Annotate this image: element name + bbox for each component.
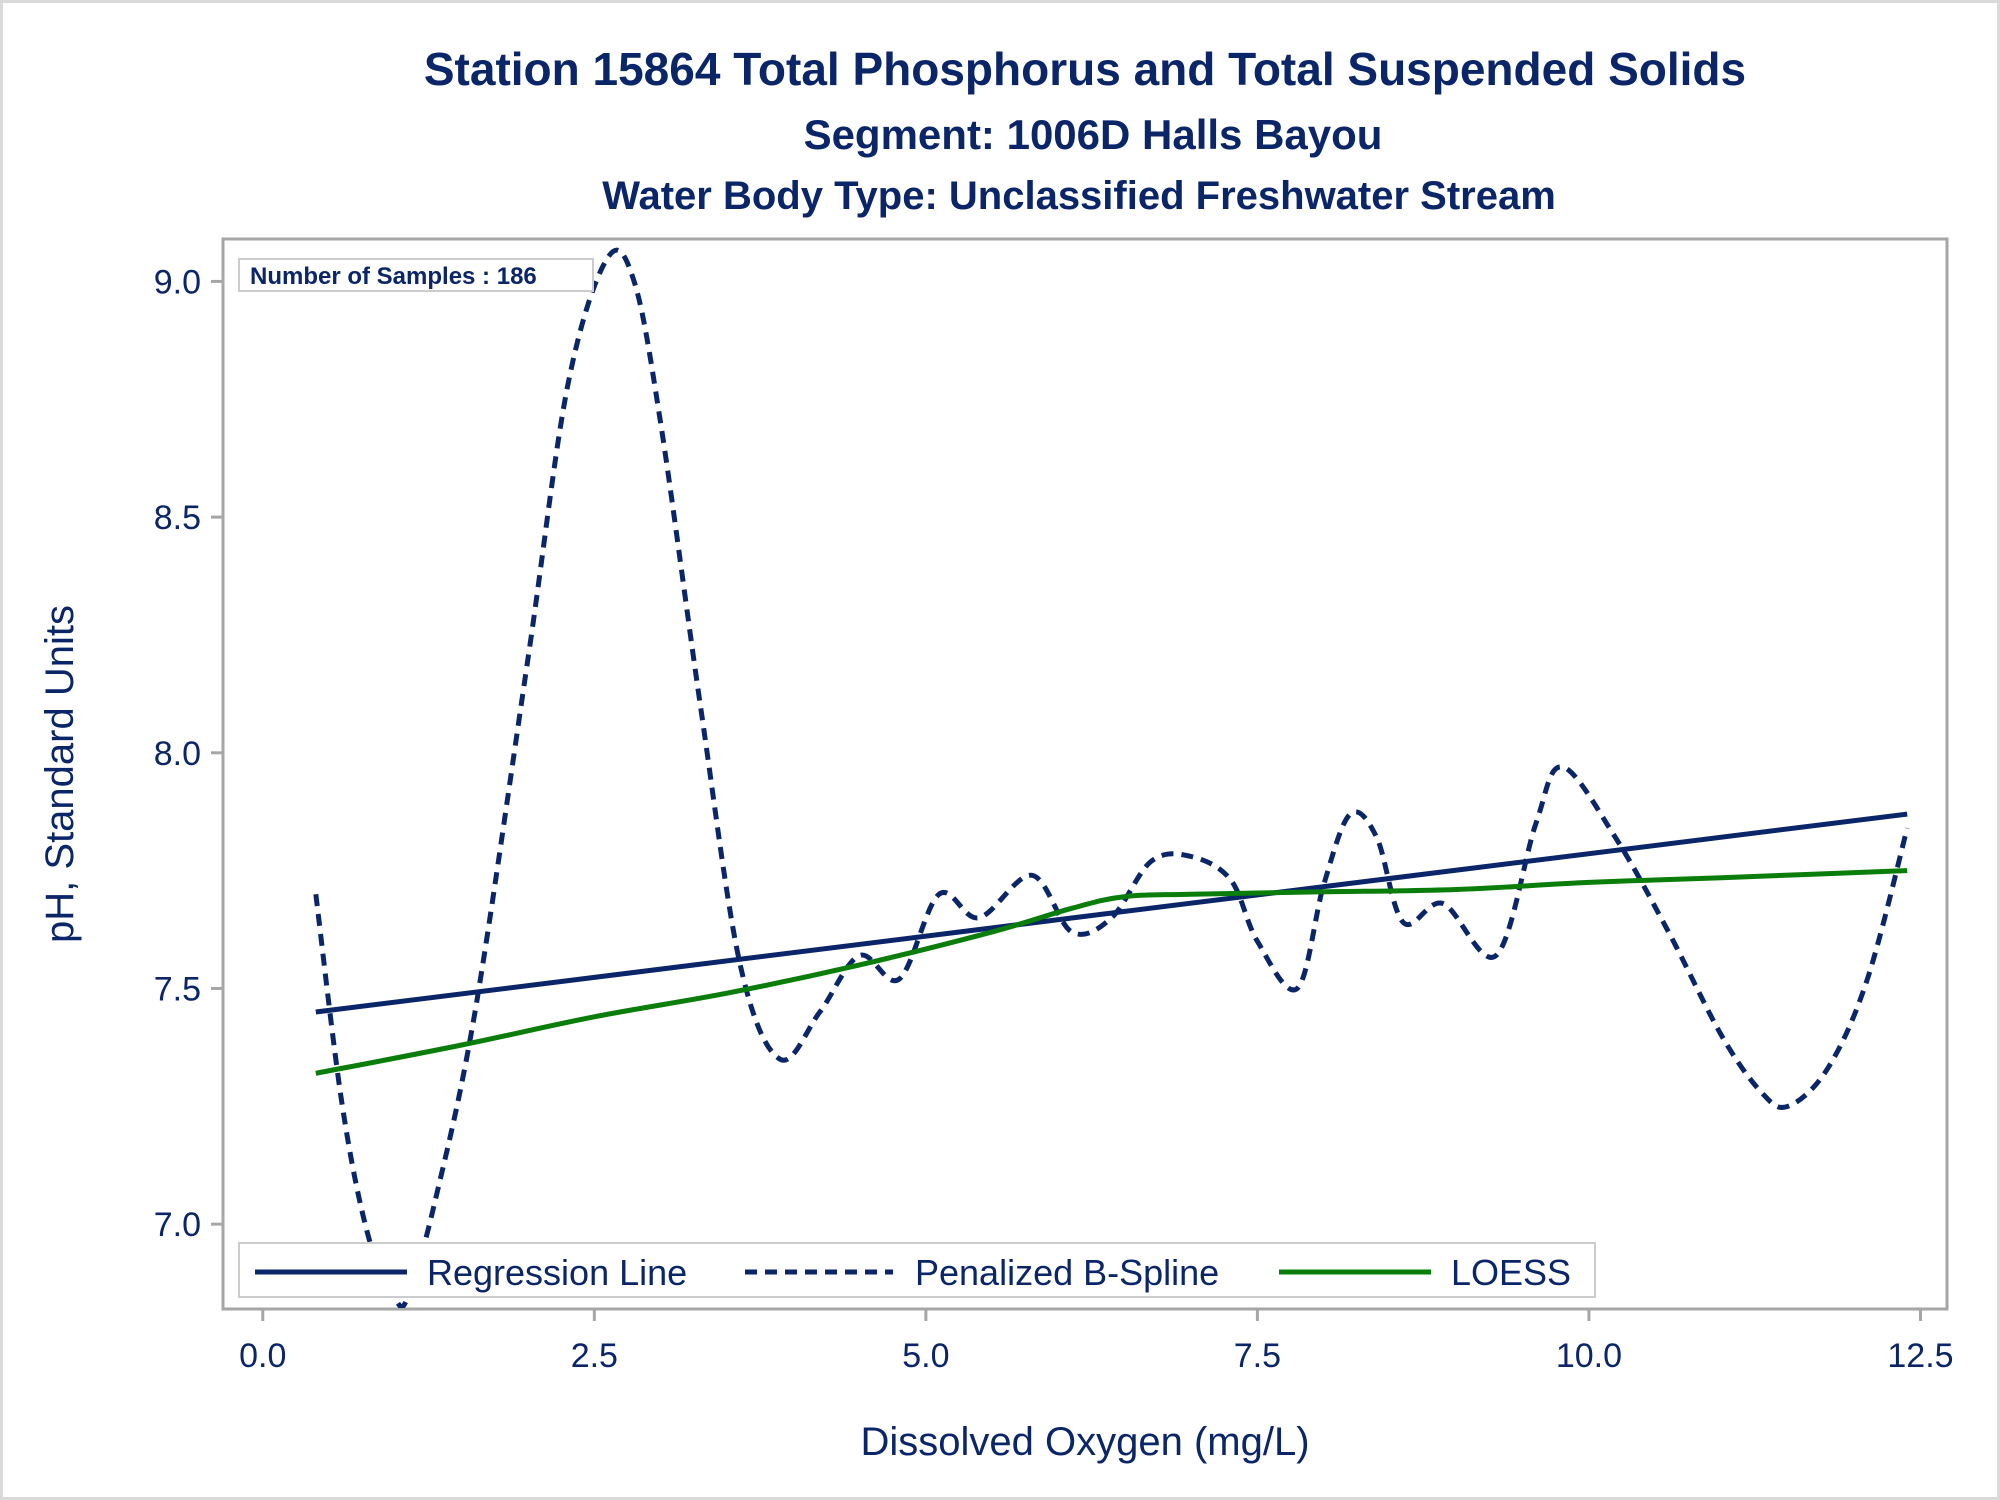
sample-count-box: Number of Samples : 186 bbox=[238, 258, 594, 292]
y-tick-label: 7.5 bbox=[154, 970, 201, 1008]
y-axis-label: pH, Standard Units bbox=[38, 605, 82, 943]
x-tick-label: 12.5 bbox=[1887, 1337, 1953, 1375]
series-layer bbox=[313, 247, 1910, 1308]
x-tick-label: 5.0 bbox=[902, 1337, 949, 1375]
y-tick-label: 7.0 bbox=[154, 1206, 201, 1244]
plot-area bbox=[221, 237, 1949, 1311]
legend-label-regression: Regression Line bbox=[427, 1252, 687, 1293]
legend-label-spline: Penalized B-Spline bbox=[915, 1252, 1219, 1293]
penalized-b-spline-line bbox=[313, 247, 1910, 1308]
legend-label-loess: LOESS bbox=[1451, 1252, 1571, 1293]
sample-count-frame bbox=[238, 258, 594, 292]
legend: Regression Line Penalized B-Spline LOESS bbox=[238, 1242, 1596, 1298]
loess-line bbox=[315, 868, 1908, 1076]
chart-title: Station 15864 Total Phosphorus and Total… bbox=[424, 43, 1746, 95]
regression-line bbox=[315, 811, 1908, 1015]
y-tick-label: 9.0 bbox=[154, 263, 201, 301]
chart-subtitle-2: Water Body Type: Unclassified Freshwater… bbox=[602, 174, 1556, 218]
chart-subtitle: Segment: 1006D Halls Bayou bbox=[804, 111, 1383, 158]
y-tick-label: 8.0 bbox=[154, 735, 201, 773]
x-axis-label: Dissolved Oxygen (mg/L) bbox=[860, 1420, 1309, 1464]
x-tick-label: 0.0 bbox=[239, 1337, 286, 1375]
y-tick-label: 8.5 bbox=[154, 499, 201, 537]
x-tick-label: 7.5 bbox=[1234, 1337, 1281, 1375]
sample-count-label: Number of Samples : 186 bbox=[250, 263, 537, 290]
y-axis: 7.0 7.5 8.0 8.5 9.0 bbox=[154, 263, 223, 1244]
chart-svg: Station 15864 Total Phosphorus and Total… bbox=[38, 43, 1954, 1464]
x-tick-label: 2.5 bbox=[571, 1337, 618, 1375]
x-axis: 0.0 2.5 5.0 7.5 10.0 12.5 bbox=[239, 1309, 1954, 1375]
x-tick-label: 10.0 bbox=[1556, 1337, 1622, 1375]
